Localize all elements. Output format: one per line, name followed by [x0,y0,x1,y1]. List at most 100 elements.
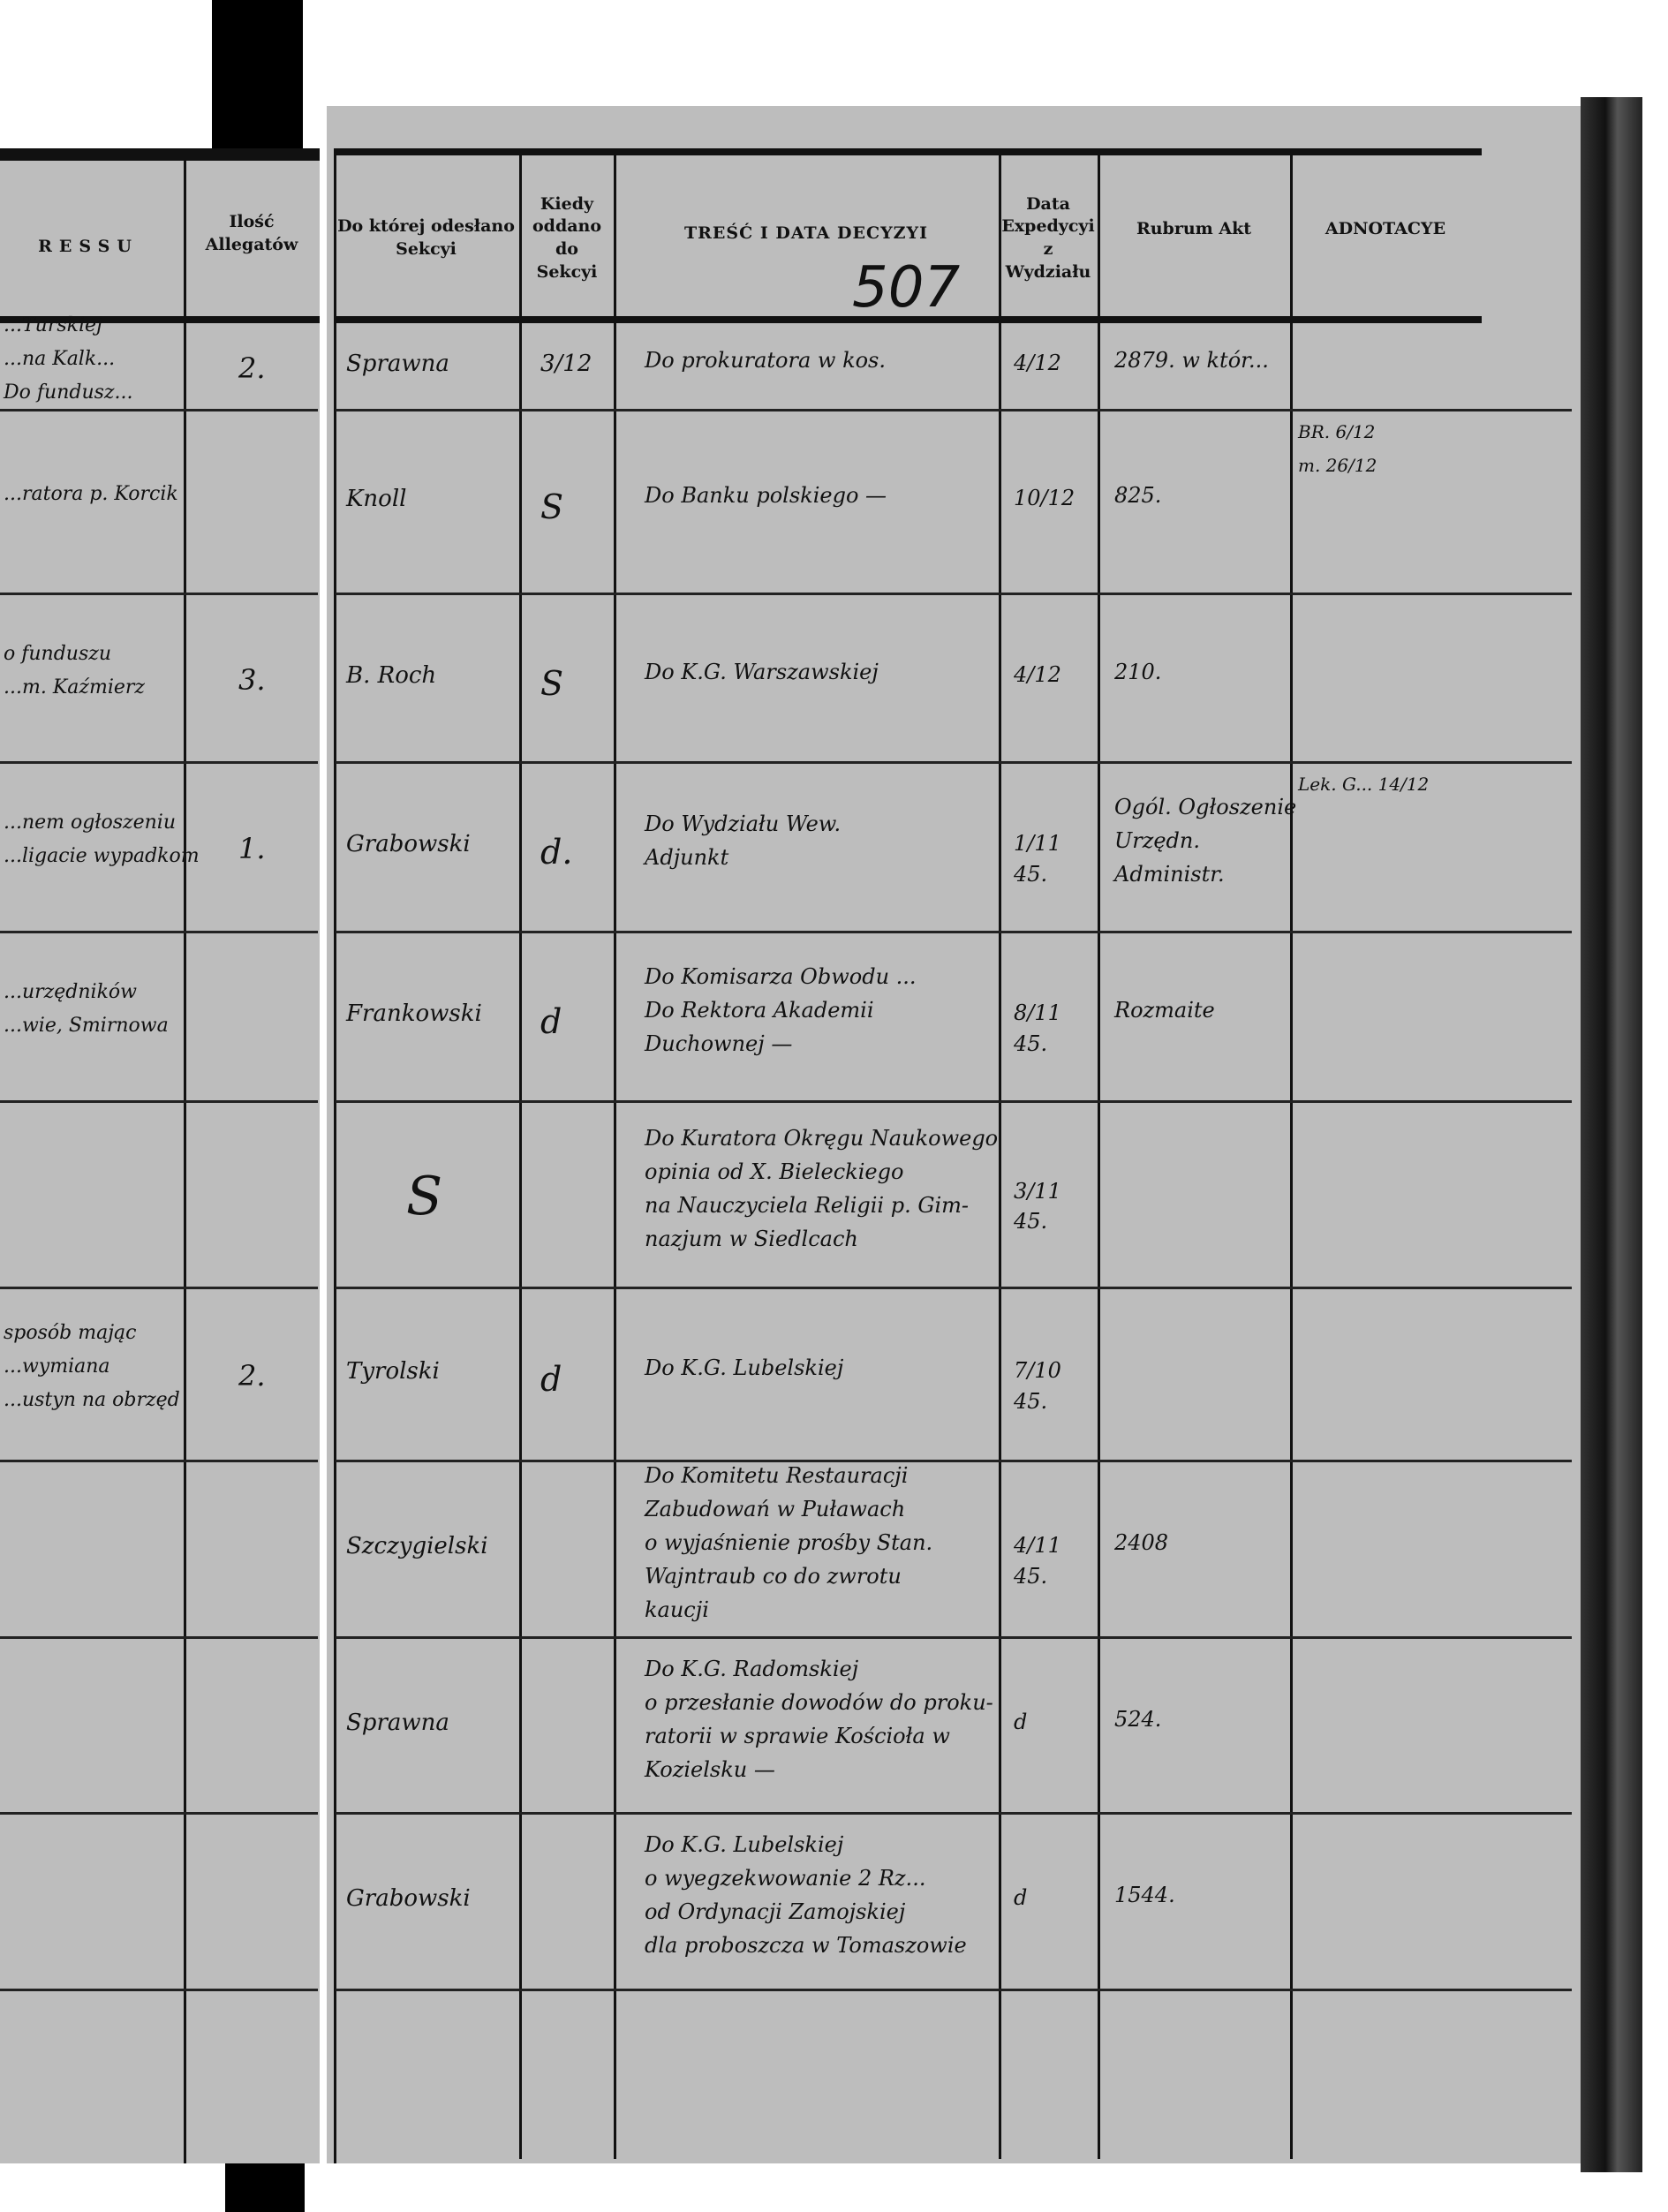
row-rule [336,1989,1572,1991]
table-row [334,1287,1570,1460]
content-line: o wyjaśnienie prośby Stan. [645,1530,933,1555]
left-fragment-line: Do fundusz... [4,381,133,404]
scan-border [225,2163,305,2212]
left-fragment-line: ...ustyn na obrzęd [4,1389,180,1411]
column-rule [614,155,616,2159]
column-rule [1290,155,1293,2159]
notes-line: m. 26/12 [1298,455,1377,476]
row-rule [0,593,318,595]
content-line: Do K.G. Lubelskiej [645,1832,844,1857]
expedition-cell: 3/11 45. [1014,1178,1061,1234]
row-rule [336,593,1572,595]
row-rule [336,1460,1572,1462]
content-line: Do prokuratora w kos. [645,348,886,373]
content-line: dla proboszcza w Tomaszowie [645,1933,967,1958]
row-rule [336,1812,1572,1815]
row-rule [0,1989,318,1991]
content-line: Do Wydziału Wew. [645,812,842,836]
table-row [334,409,1570,593]
content-line: Zabudowań w Puławach [645,1497,906,1521]
rubrum-line: Ogól. Ogłoszenie [1114,795,1297,819]
left-fragment-line: ...ratora p. Korcik [4,483,178,505]
content-line: Do Kuratora Okręgu Naukowego [645,1125,999,1151]
when-cell: 3/12 [540,351,592,377]
book-edge [1581,97,1642,2172]
count-header: Ilość Allegatów [205,212,298,254]
section-cell: B. Roch [346,661,437,689]
row-rule [336,931,1572,933]
header-notes: ADNOTACYE [1325,219,1446,239]
content-line: Do Banku polskiego — [645,483,887,508]
section-cell: Sprawna [346,1709,449,1736]
rubrum-line: Rozmaite [1114,998,1215,1023]
expedition-cell: 4/12 [1014,661,1061,687]
allegat-count: 1. [238,832,266,865]
content-line: Do Komisarza Obwodu ... [645,964,917,989]
allegat-count: 2. [238,1359,266,1393]
row-rule [0,931,318,933]
section-cell: Sprawna [346,351,449,377]
header-expedition: Data Expedycyi z Wydziału [1001,193,1095,282]
left-fragment-line: ...nem ogłoszeniu [4,812,177,834]
header-rubrum: Rubrum Akt [1136,219,1252,239]
row-rule [336,409,1572,411]
rubrum-line: 524. [1114,1706,1162,1732]
notes-line: Lek. G... 14/12 [1298,774,1430,795]
when-cell: d [540,1360,562,1399]
notes-line: BR. 6/12 [1298,421,1376,442]
content-line: opinia od X. Bieleckiego [645,1159,904,1184]
rubrum-line: 2408 [1114,1530,1169,1555]
content-line: Do K.G. Warszawskiej [645,659,879,684]
table-row [334,931,1570,1100]
left-fragment-line: o funduszu [4,642,112,665]
header-bottom-rule [334,316,1482,323]
header-top-rule [334,148,1482,155]
content-line: o przesłanie dowodów do proku- [645,1689,993,1715]
rubrum-line: Administr. [1114,862,1225,887]
table-row [334,1460,1570,1636]
right-page [327,106,1581,2163]
content-line: Adjunkt [645,845,729,870]
rubrum-line: 825. [1114,483,1162,508]
content-line: Do Komitetu Restauracji [645,1463,909,1488]
content-line: na Nauczyciela Religii p. Gim- [645,1192,970,1218]
left-fragment-line: ...wie, Smirnowa [4,1015,169,1037]
section-cell: Frankowski [346,1000,482,1027]
left-fragment-line: ...wymiana [4,1355,110,1378]
rubrum-line: Urzędn. [1114,828,1200,853]
expedition-cell: d [1014,1885,1028,1910]
when-cell: S [540,487,564,526]
table-row [334,593,1570,761]
section-cell: Knoll [346,486,407,512]
left-fragment-line: ...m. Kaźmierz [4,676,145,698]
section-cell: Grabowski [346,1885,471,1912]
section-cell: Grabowski [346,831,471,857]
row-rule [336,1636,1572,1639]
row-rule [0,761,318,764]
column-rule [184,148,186,2163]
header-content: TREŚĆ I DATA DECYZYI [684,223,928,244]
content-line: Wajntraub co do zwrotu [645,1564,902,1589]
rubrum-line: 210. [1114,659,1162,684]
table-row [334,1812,1570,1989]
expedition-cell: 1/11 45. [1014,831,1061,887]
expedition-cell: 4/11 45. [1014,1533,1061,1589]
expedition-cell: 4/12 [1014,351,1061,375]
expedition-cell: 10/12 [1014,486,1076,510]
row-rule [0,409,318,411]
row-rule [0,1636,318,1639]
content-line: o wyegzekwowanie 2 Rz... [645,1866,926,1891]
allegat-count: 3. [238,662,266,697]
section-cell: Tyrolski [346,1358,440,1385]
when-cell: S [540,663,564,703]
left-header-fragment: RESSU [38,237,139,257]
content-line: Do K.G. Lubelskiej [645,1355,844,1380]
content-line: Do Rektora Akademii [645,998,874,1023]
header-section: Do której odesłano Sekcyi [337,216,515,259]
column-rule [1098,155,1100,2159]
column-rule [999,155,1001,2159]
table-row [334,1636,1570,1812]
rubrum-line: 1544. [1114,1883,1175,1907]
content-line: ratorii w sprawie Kościoła w [645,1723,950,1748]
column-rule [334,148,336,2163]
